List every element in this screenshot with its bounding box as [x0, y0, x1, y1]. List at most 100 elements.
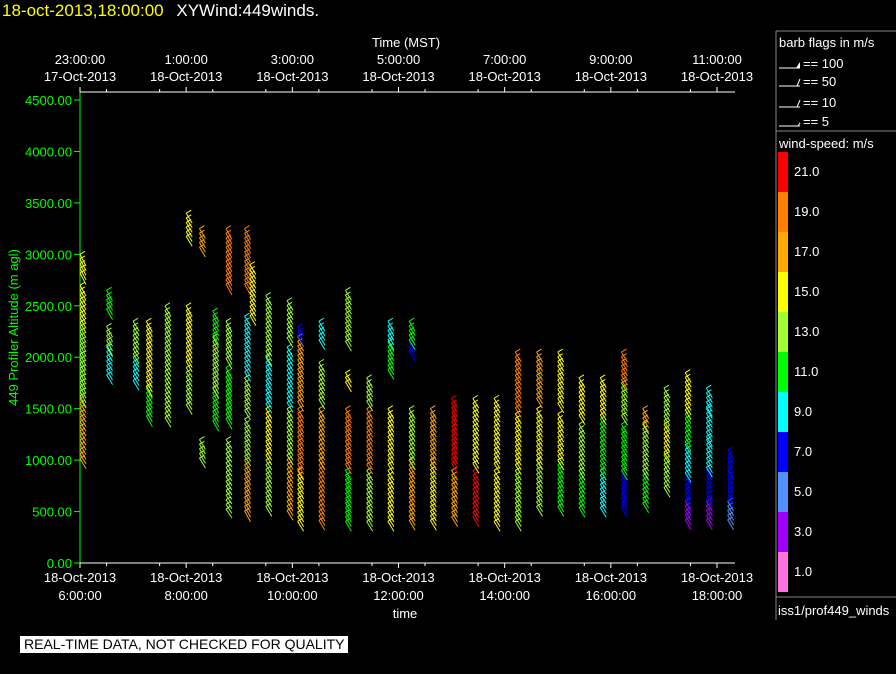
wind-barb-flag: [318, 484, 325, 489]
wind-barb-flag: [472, 422, 479, 427]
wind-barb-flag: [621, 411, 627, 416]
wind-barb-staff: [286, 323, 294, 334]
wind-barb-staff: [145, 330, 153, 342]
wind-barb-staff: [408, 496, 416, 508]
wind-barb-flag: [408, 414, 415, 419]
wind-barb-staff: [705, 514, 713, 526]
wind-barb-staff: [244, 237, 251, 249]
wind-barb-flag: [146, 354, 152, 359]
wind-barb-flag: [244, 447, 250, 452]
wind-barb-flag: [225, 436, 232, 440]
y-tick-label: 3500.00: [25, 196, 72, 211]
wind-barb-flag: [706, 389, 712, 394]
wind-barb-staff: [705, 401, 713, 413]
wind-barb-flag: [164, 325, 171, 330]
wind-barb-staff: [663, 473, 671, 484]
wind-barb-flag: [265, 310, 272, 315]
wind-barb-flag: [297, 414, 303, 419]
wind-barb-staff: [79, 344, 87, 357]
wind-barb-staff: [286, 413, 294, 424]
wind-barb-flag: [472, 480, 479, 485]
quality-note: REAL-TIME DATA, NOT CHECKED FOR QUALITY: [20, 636, 349, 653]
wind-barb-staff: [387, 470, 395, 481]
wind-barb-flag: [578, 439, 585, 444]
wind-barb-staff: [344, 450, 352, 461]
wind-barb-staff: [451, 430, 459, 441]
wind-barb-flag: [244, 312, 250, 317]
wind-barb-flag: [185, 219, 192, 223]
wind-barb-flag: [318, 451, 325, 456]
wind-barb-flag: [408, 479, 415, 484]
wind-barb-flag: [451, 436, 457, 441]
wind-barb-staff: [429, 459, 437, 470]
wind-barb-flag: [642, 448, 648, 453]
top-tick-time: 5:00:00: [377, 52, 420, 67]
wind-barb-flag: [297, 433, 303, 437]
wind-barb-staff: [493, 497, 501, 509]
wind-barb-staff: [578, 391, 586, 402]
wind-barb-staff: [79, 254, 87, 267]
wind-barb-staff: [642, 422, 650, 433]
wind-barb-staff: [212, 392, 220, 404]
wind-barb-staff: [164, 361, 172, 373]
wind-barb-staff: [344, 454, 352, 466]
wind-barb-flag: [185, 396, 192, 401]
wind-barb-staff: [472, 449, 480, 460]
wind-barb-flag: [642, 494, 648, 499]
wind-barb-staff: [493, 398, 501, 409]
wind-barb-flag: [451, 413, 457, 418]
wind-barb-flag: [244, 475, 250, 480]
wind-barb-staff: [408, 330, 416, 341]
wind-barb-flag: [225, 340, 232, 345]
speed-color-swatch: [778, 512, 788, 552]
wind-barb-staff: [318, 362, 326, 373]
wind-barb-flag: [318, 363, 325, 368]
wind-barb-flag: [536, 385, 542, 390]
wind-barb-flag: [225, 463, 232, 468]
wind-barb-staff: [621, 433, 628, 444]
wind-barb-staff: [212, 333, 220, 346]
wind-barb-staff: [642, 433, 650, 444]
wind-barb-flag: [345, 369, 351, 374]
wind-barb-staff: [408, 350, 416, 362]
wind-barb-flag: [642, 414, 648, 419]
wind-barb-flag: [318, 470, 325, 475]
wind-barb-staff: [106, 351, 113, 362]
wind-barb-staff: [225, 381, 233, 393]
wind-barb-flag: [225, 401, 232, 405]
wind-barb-staff: [297, 511, 305, 523]
wind-barb-staff: [705, 484, 713, 495]
wind-barb-staff: [451, 407, 459, 418]
wind-barb-staff: [212, 319, 220, 332]
wind-barb-flag: [265, 475, 272, 480]
wind-barb-flag: [79, 346, 86, 350]
wind-barb-flag: [225, 477, 232, 482]
wind-barb-staff: [536, 379, 543, 391]
wind-barb-flag: [515, 485, 521, 490]
wind-barb-staff: [79, 416, 87, 428]
wind-barb-staff: [557, 473, 565, 485]
wind-barb-staff: [472, 444, 480, 455]
wind-barb-flag: [146, 412, 152, 417]
barb-sample-flag: [797, 122, 801, 127]
wind-barb-flag: [493, 408, 500, 413]
wind-barb-staff: [297, 497, 305, 509]
wind-barb-staff: [705, 479, 713, 490]
wind-barb-staff: [164, 356, 172, 368]
wind-barb-staff: [244, 256, 251, 268]
wind-barb-staff: [244, 432, 251, 444]
wind-barb-staff: [297, 341, 305, 352]
wind-barb-staff: [536, 413, 543, 424]
wind-barb-staff: [79, 289, 87, 301]
top-tick-time: 11:00:00: [692, 52, 742, 67]
wind-barb-staff: [244, 382, 251, 393]
wind-barb-flag: [244, 280, 250, 285]
wind-barb-staff: [408, 422, 416, 433]
y-axis-label: 449 Profiler Altitude (m agl): [6, 249, 21, 406]
wind-barb-flag: [451, 422, 457, 427]
wind-barb-flag: [286, 329, 293, 334]
wind-barb-staff: [514, 361, 522, 372]
wind-barb-staff: [249, 292, 257, 303]
x-tick-time: 18:00:00: [692, 588, 743, 603]
wind-barb-staff: [429, 450, 437, 461]
